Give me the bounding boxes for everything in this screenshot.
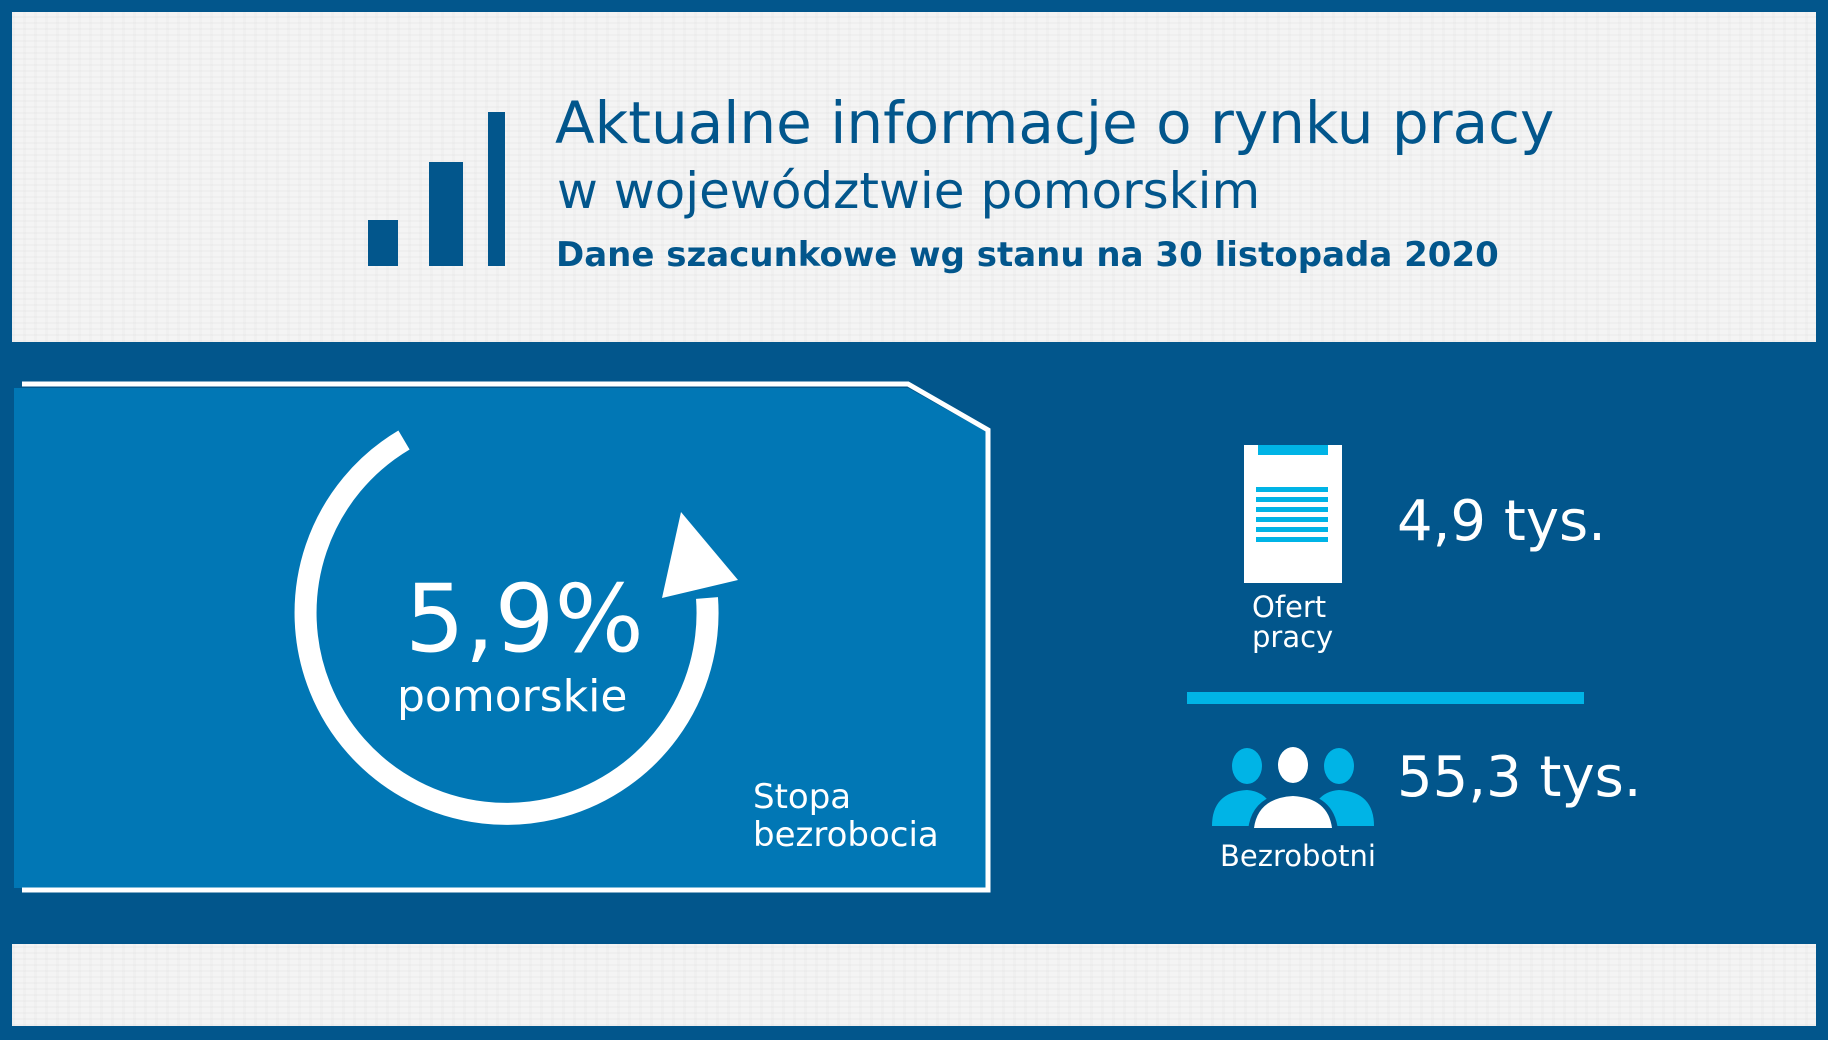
unemployed-value: 55,3 tys. (1397, 745, 1642, 810)
unemployment-rate-panel (14, 381, 991, 893)
job-offers-label: Ofert pracy (1252, 590, 1334, 655)
header-panel (12, 12, 1816, 342)
unemployed-label: Bezrobotni (1220, 839, 1376, 873)
page-title: Aktualne informacje o rynku pracy (555, 89, 1555, 157)
unemployment-rate-label: Stopa bezrobocia (753, 777, 939, 856)
people-group-icon (1212, 743, 1374, 830)
document-icon (1244, 445, 1342, 583)
job-offers-value: 4,9 tys. (1397, 489, 1606, 554)
unemployment-rate-value: 5,9% (405, 565, 644, 674)
divider (1187, 692, 1584, 704)
page-subtitle: Dane szacunkowe wg stanu na 30 listopada… (556, 235, 1499, 275)
footer-panel (12, 944, 1816, 1026)
page-title-line-2: w województwie pomorskim (557, 162, 1261, 220)
circular-arrow-icon (294, 430, 738, 825)
region-name: pomorskie (397, 671, 628, 722)
bar-chart-icon (368, 110, 506, 266)
